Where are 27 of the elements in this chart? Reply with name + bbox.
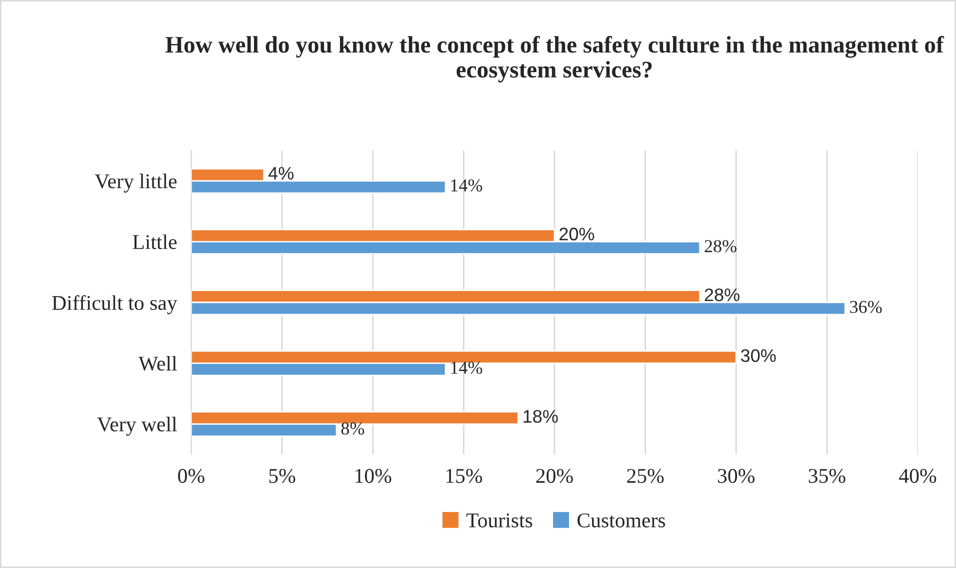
x-tick-label: 20% xyxy=(536,468,573,484)
x-tick-label: 5% xyxy=(269,468,296,484)
y-tick-label: Very well xyxy=(97,416,177,436)
data-label: 4% xyxy=(268,166,294,180)
data-label: 30% xyxy=(740,349,776,362)
x-tick-label: 30% xyxy=(718,468,755,484)
data-label: 28% xyxy=(704,240,736,252)
x-tick-label: 25% xyxy=(627,468,664,484)
x-tick-label: 0% xyxy=(178,468,204,484)
x-tick-label: 35% xyxy=(808,468,846,484)
x-tick-label: 40% xyxy=(899,468,936,484)
y-tick-label: Well xyxy=(138,356,177,371)
data-label: 8% xyxy=(341,422,364,435)
legend-label: Customers xyxy=(578,513,666,528)
data-label: 14% xyxy=(451,179,482,192)
data-label: 36% xyxy=(850,300,882,314)
data-label: 14% xyxy=(451,362,482,374)
data-label: 28% xyxy=(704,288,740,302)
x-tick-label: 15% xyxy=(446,468,482,484)
x-tick-label: 10% xyxy=(356,468,392,484)
legend-label: Tourists xyxy=(466,513,532,528)
data-label: 18% xyxy=(524,410,558,423)
chart-title: How well do you know the concept of the safety culture in the management of ecosystem services? xyxy=(166,36,944,83)
data-label: 20% xyxy=(560,228,594,240)
y-tick-label: Little xyxy=(132,234,177,250)
y-tick-label: Difficult to say xyxy=(52,295,178,314)
y-tick-label: Very little xyxy=(94,174,177,193)
